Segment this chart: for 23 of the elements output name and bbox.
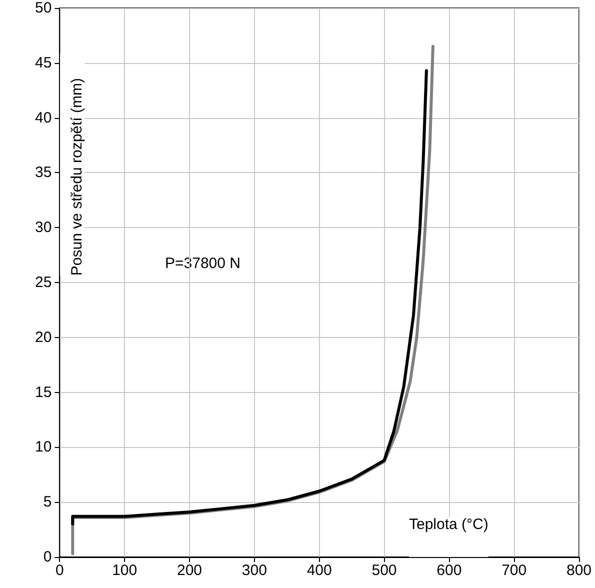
y-tick-label: 30	[34, 219, 52, 236]
y-tick-label: 35	[34, 164, 52, 182]
x-axis-title: Teplota (°C)	[409, 516, 488, 533]
x-tick-label: 0	[56, 562, 64, 579]
y-tick-label: 50	[34, 0, 52, 16]
x-tick-label: 600	[436, 562, 462, 579]
y-tick-label: 45	[34, 54, 52, 72]
y-axis-title: Posun ve středu rozpětí (mm)	[68, 78, 86, 276]
annotation: P=37800 N	[165, 255, 240, 272]
x-tick-label: 400	[306, 562, 332, 579]
y-tick-label: 15	[34, 384, 52, 401]
y-tick-label: 10	[34, 438, 52, 456]
x-tick-label: 700	[502, 562, 527, 579]
y-tick-label: 25	[34, 274, 52, 291]
y-tick-label: 0	[43, 548, 52, 566]
x-tick-label: 300	[242, 562, 267, 579]
y-tick-label: 5	[43, 494, 52, 511]
x-tick-label: 800	[566, 562, 592, 579]
y-tick-label: 20	[34, 328, 52, 346]
x-tick-label: 100	[112, 562, 138, 579]
x-tick-label: 500	[372, 562, 397, 579]
x-tick-label: 200	[177, 562, 202, 579]
y-tick-label: 40	[34, 109, 52, 126]
